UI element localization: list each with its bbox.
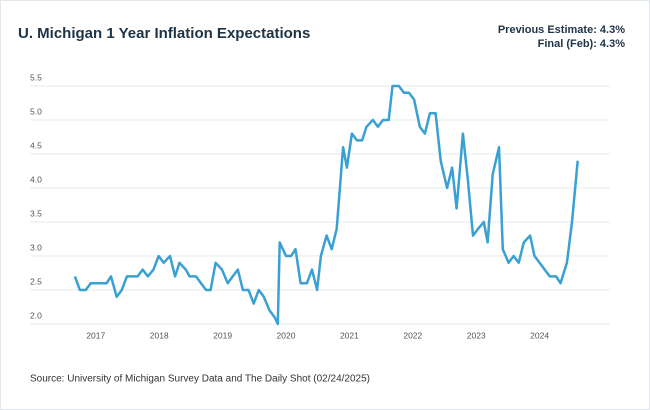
y-tick-label: 4.0: [30, 174, 42, 184]
y-tick-label: 5.5: [30, 72, 42, 82]
annotation: Previous Estimate: 4.3%: [498, 24, 625, 36]
y-tick-label: 4.5: [30, 140, 42, 150]
y-tick-label: 3.5: [30, 208, 42, 218]
x-tick-label: 2019: [213, 330, 232, 340]
data-line: [73, 84, 579, 326]
chart-title: U. Michigan 1 Year Inflation Expectation…: [18, 25, 310, 42]
annotation: Final (Feb): 4.3%: [538, 38, 626, 50]
x-tick-label: 2018: [150, 330, 169, 340]
y-tick-label: 5.0: [30, 106, 42, 116]
y-tick-label: 3.0: [30, 242, 42, 252]
x-tick-label: 2021: [340, 330, 359, 340]
x-tick-label: 2023: [467, 330, 486, 340]
source: Source: University of Michigan Survey Da…: [30, 374, 370, 385]
x-tick-label: 2020: [277, 330, 296, 340]
x-tick-label: 2017: [86, 330, 105, 340]
x-tick-label: 2024: [530, 330, 549, 340]
x-tick-label: 2022: [403, 330, 422, 340]
y-tick-label: 2.5: [30, 276, 42, 286]
y-tick-label: 2.0: [30, 310, 42, 320]
